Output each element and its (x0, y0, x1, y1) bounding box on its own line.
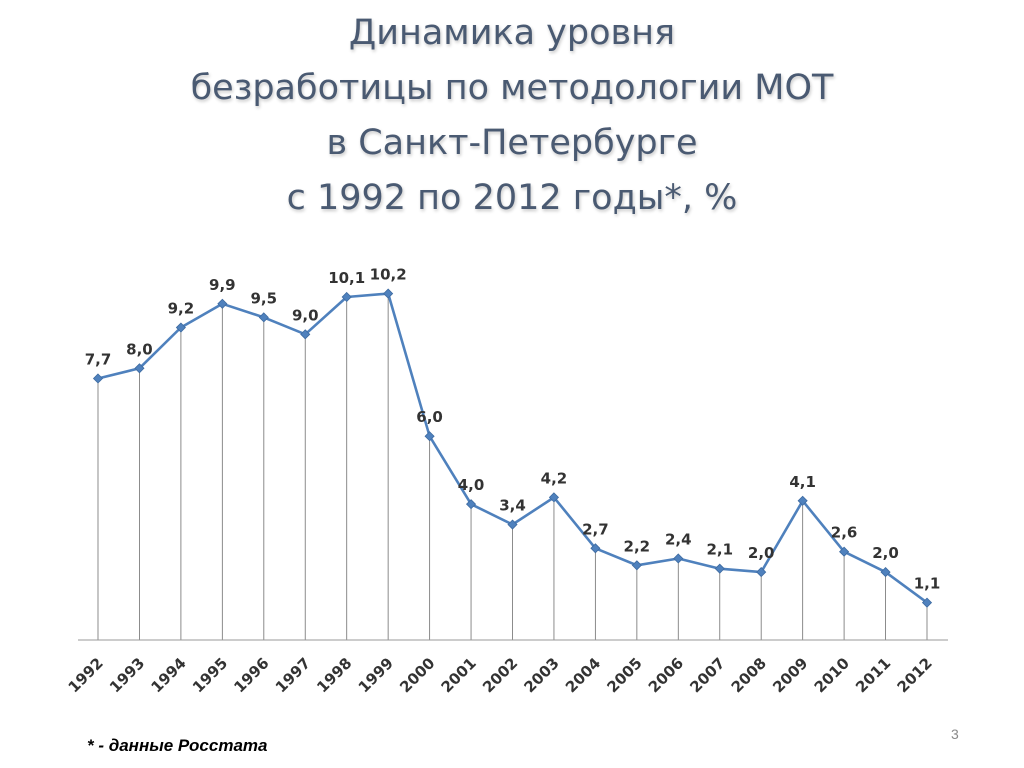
value-label-2008: 2,0 (748, 544, 775, 562)
value-label-2000: 6,0 (416, 408, 443, 426)
x-tick-2002: 2002 (479, 654, 521, 696)
x-tick-1992: 1992 (65, 654, 107, 696)
x-tick-1996: 1996 (230, 654, 272, 696)
value-label-2004: 2,7 (582, 520, 609, 538)
value-label-2002: 3,4 (499, 497, 526, 515)
data-point-2002 (507, 519, 518, 530)
value-label-2003: 4,2 (541, 469, 568, 487)
value-label-1995: 9,9 (209, 276, 236, 294)
data-point-2003 (548, 492, 560, 503)
data-point-1999 (383, 288, 394, 299)
x-tick-1999: 1999 (355, 654, 397, 696)
data-point-2012 (921, 597, 933, 608)
drop-lines (97, 293, 928, 640)
value-label-1997: 9,0 (292, 306, 319, 324)
data-point-1996 (258, 312, 269, 323)
data-point-2008 (756, 567, 767, 578)
value-label-1996: 9,5 (251, 289, 278, 307)
title-line-2: безработицы по методологии МОТ (190, 68, 834, 108)
data-point-2006 (673, 553, 684, 564)
data-point-2009 (797, 495, 808, 506)
data-point-2005 (631, 560, 642, 571)
x-tick-2012: 2012 (894, 654, 936, 696)
data-point-1992 (92, 373, 104, 384)
chart-title: Динамика уровня безработицы по методолог… (0, 6, 1024, 226)
x-tick-2001: 2001 (438, 654, 480, 696)
x-tick-2010: 2010 (811, 654, 853, 696)
data-point-2007 (714, 563, 725, 574)
x-tick-2004: 2004 (562, 654, 604, 696)
value-label-2010: 2,6 (831, 524, 858, 542)
data-point-2004 (590, 543, 601, 554)
value-label-2011: 2,0 (872, 544, 899, 562)
x-tick-1997: 1997 (272, 654, 314, 696)
x-tick-2006: 2006 (645, 654, 687, 696)
value-label-2009: 4,1 (789, 473, 816, 491)
value-label-1992: 7,7 (85, 350, 112, 368)
value-label-1999: 10,2 (370, 266, 407, 284)
data-point-2001 (465, 499, 477, 510)
value-label-2007: 2,1 (706, 541, 733, 559)
value-label-2006: 2,4 (665, 530, 692, 548)
x-tick-1994: 1994 (147, 654, 189, 696)
title-line-4: с 1992 по 2012 годы*, % (286, 178, 738, 218)
x-tick-2009: 2009 (769, 654, 811, 696)
x-tick-2000: 2000 (396, 654, 438, 696)
data-point-1998 (341, 291, 352, 303)
x-tick-2011: 2011 (852, 654, 894, 696)
x-tick-2008: 2008 (728, 654, 770, 696)
footnote: * - данные Росстата (87, 736, 268, 755)
value-label-2001: 4,0 (458, 476, 485, 494)
data-point-2011 (880, 567, 891, 578)
data-point-1993 (134, 363, 145, 374)
x-tick-1998: 1998 (313, 654, 355, 696)
x-tick-2007: 2007 (686, 654, 728, 696)
x-tick-2005: 2005 (603, 654, 645, 696)
x-tick-2003: 2003 (521, 654, 563, 696)
x-axis-tick-labels: 1992 1993 1994 1995 1996 1997 1998 1999 2000 2001… (65, 654, 936, 696)
data-point-2000 (424, 431, 435, 442)
slide-number: 3 (951, 726, 959, 742)
value-label-2005: 2,2 (624, 537, 651, 555)
data-markers (92, 288, 933, 608)
value-label-1994: 9,2 (168, 300, 195, 318)
data-value-labels: 7,7 8,0 9,2 9,9 9,5 9,0 10,1 10,2 6,0 4,0 3,4 4,2 2,… (85, 266, 941, 593)
data-point-1995 (217, 298, 228, 309)
x-tick-1993: 1993 (106, 654, 148, 696)
data-point-1994 (175, 322, 186, 333)
value-label-1998: 10,1 (328, 269, 365, 287)
data-point-2010 (839, 546, 850, 557)
data-point-1997 (300, 329, 311, 340)
title-line-1: Динамика уровня (348, 13, 676, 53)
title-line-3: в Санкт-Петербурге (326, 123, 698, 163)
x-tick-1995: 1995 (189, 654, 231, 696)
value-label-1993: 8,0 (126, 340, 153, 358)
value-label-2012: 1,1 (914, 575, 941, 593)
